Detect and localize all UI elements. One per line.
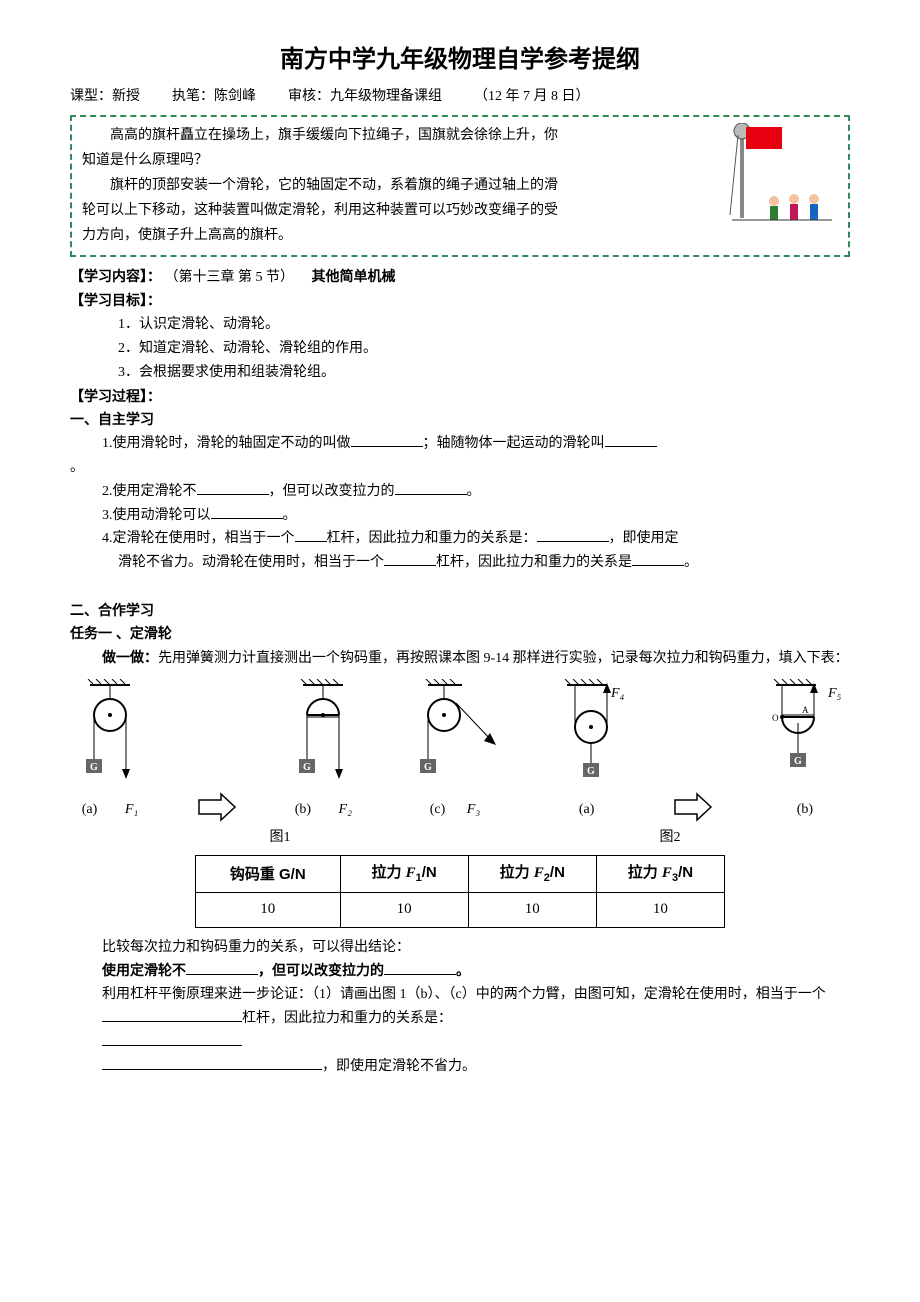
- period-1: 。: [70, 456, 850, 480]
- section-1-label: 一、自主学习: [70, 408, 850, 432]
- diagram-a: G (a) F₁: [70, 679, 150, 822]
- arrow-icon-2: [673, 792, 713, 822]
- diagram-row: G (a) F₁ G (b) F₂: [70, 679, 850, 822]
- meta-row: 课型：新授 执笔：陈剑峰 审核：九年级物理备课组 （12 年 7 月 8 日）: [70, 85, 850, 109]
- topic: 其他简单机械: [312, 268, 396, 284]
- goals-label: 【学习目标】：: [70, 289, 850, 313]
- q4-line1: 4.定滑轮在使用时，相当于一个杠杆，因此拉力和重力的关系是：，即使用定: [70, 527, 850, 551]
- goal-1: 1．认识定滑轮、动滑轮。: [70, 313, 850, 337]
- col-f3: 拉力 F3/N: [596, 856, 724, 893]
- svg-text:G: G: [424, 762, 432, 773]
- callout-box: 高高的旗杆矗立在操场上，旗手缓缓向下拉绳子，国旗就会徐徐上升，你知道是什么原理吗…: [70, 115, 850, 257]
- diagram-c: G (c) F₃: [410, 679, 500, 822]
- diagram-a2: G F₄ (a): [547, 679, 627, 822]
- q4-line2: 滑轮不省力。动滑轮在使用时，相当于一个杠杆，因此拉力和重力的关系是。: [70, 551, 850, 575]
- col-weight: 钩码重 G/N: [196, 856, 341, 893]
- col-f2: 拉力 F2/N: [468, 856, 596, 893]
- content-row: 【学习内容】： （第十三章 第 5 节） 其他简单机械: [70, 265, 850, 290]
- table-row: 10 10 10 10: [196, 893, 725, 928]
- svg-text:G: G: [587, 766, 595, 777]
- svg-text:G: G: [90, 762, 98, 773]
- svg-text:F₅: F₅: [827, 686, 842, 701]
- conclusion-2: 使用定滑轮不，但可以改变拉力的。: [70, 959, 850, 983]
- svg-text:F₄: F₄: [610, 686, 625, 701]
- section-2-label: 二、合作学习: [70, 599, 850, 623]
- svg-text:G: G: [303, 762, 311, 773]
- conclusion-4-blank: [70, 1031, 850, 1055]
- figure-labels: 图1 图2: [70, 826, 850, 850]
- callout-p1: 高高的旗杆矗立在操场上，旗手缓缓向下拉绳子，国旗就会徐徐上升，你知道是什么原理吗…: [82, 123, 562, 173]
- goal-3: 3．会根据要求使用和组装滑轮组。: [70, 361, 850, 385]
- diagram-b2: A O G F₅ (b): [760, 679, 850, 822]
- content-label: 【学习内容】：: [70, 268, 161, 284]
- chapter: （第十三章 第 5 节）: [165, 270, 295, 285]
- conclusion-4: ，即使用定滑轮不省力。: [70, 1055, 850, 1079]
- process-label: 【学习过程】：: [70, 385, 850, 409]
- author: 执笔：陈剑峰: [172, 85, 256, 109]
- conclusion-1: 比较每次拉力和钩码重力的关系，可以得出结论：: [70, 936, 850, 960]
- q1: 1.使用滑轮时，滑轮的轴固定不动的叫做；轴随物体一起运动的滑轮叫: [70, 432, 850, 456]
- data-table: 钩码重 G/N 拉力 F1/N 拉力 F2/N 拉力 F3/N 10 10 10…: [195, 855, 725, 927]
- lesson-type: 课型：新授: [70, 85, 140, 109]
- svg-text:O: O: [772, 713, 779, 723]
- goal-2: 2．知道定滑轮、动滑轮、滑轮组的作用。: [70, 337, 850, 361]
- do-row: 做一做：先用弹簧测力计直接测出一个钩码重，再按照课本图 9-14 那样进行实验，…: [70, 646, 850, 671]
- callout-p2: 旗杆的顶部安装一个滑轮，它的轴固定不动，系着旗的绳子通过轴上的滑轮可以上下移动，…: [82, 173, 562, 249]
- arrow-icon: [197, 792, 237, 822]
- svg-text:A: A: [802, 705, 809, 715]
- do-label: 做一做：: [102, 649, 158, 665]
- svg-text:G: G: [794, 756, 802, 767]
- q2: 2.使用定滑轮不，但可以改变拉力的。: [70, 480, 850, 504]
- do-text: 先用弹簧测力计直接测出一个钩码重，再按照课本图 9-14 那样进行实验，记录每次…: [158, 651, 849, 666]
- date: （12 年 7 月 8 日）: [474, 85, 590, 109]
- task-1-label: 任务一 、定滑轮: [70, 622, 850, 646]
- flag-raising-icon: [712, 123, 842, 223]
- q3: 3.使用动滑轮可以。: [70, 504, 850, 528]
- conclusion-3: 利用杠杆平衡原理来进一步论证：（1）请画出图 1（b）、（c）中的两个力臂，由图…: [70, 983, 850, 1031]
- diagram-b: G (b) F₂: [283, 679, 363, 822]
- reviewer: 审核：九年级物理备课组: [288, 85, 442, 109]
- page-title: 南方中学九年级物理自学参考提纲: [70, 40, 850, 81]
- col-f1: 拉力 F1/N: [340, 856, 468, 893]
